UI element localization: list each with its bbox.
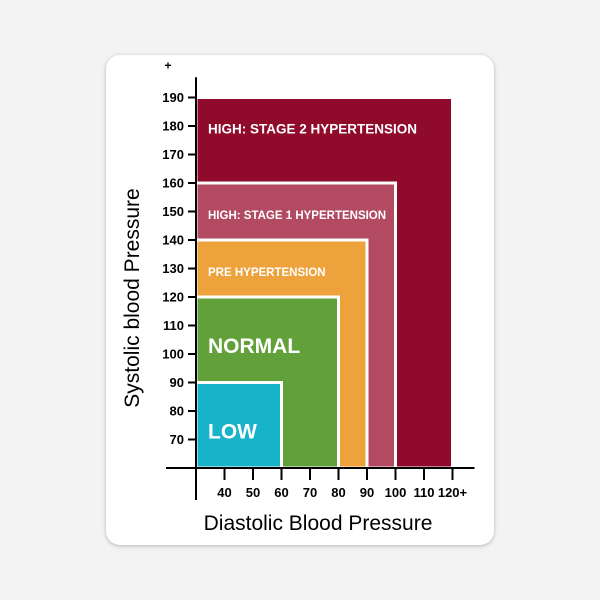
y-tick-label: 170 — [162, 147, 184, 162]
y-tick-label: 70 — [170, 432, 184, 447]
x-tick-label: 120+ — [438, 485, 468, 500]
y-tick-label: 130 — [162, 261, 184, 276]
x-tick-label: 40 — [217, 485, 231, 500]
y-tick-label: 80 — [170, 404, 184, 419]
y-tick-label: 110 — [163, 318, 184, 333]
chart-card: HIGH: STAGE 2 HYPERTENSION HIGH: STAGE 1 … — [106, 55, 494, 545]
x-tick-label: 70 — [303, 485, 317, 500]
y-tick-label: 100 — [162, 347, 184, 362]
zone-label-normal: NORMAL — [208, 335, 300, 358]
ticks-layer: 70 80 90 100 110 120 130 140 150 160 170 180 190 40 50… — [162, 90, 467, 500]
y-tick-label: 180 — [162, 119, 184, 134]
zone-label-high-stage-1-hypertension: HIGH: STAGE 1 HYPERTENSION — [208, 210, 386, 222]
y-tick-label: 160 — [162, 176, 184, 191]
blood-pressure-chart: HIGH: STAGE 2 HYPERTENSION HIGH: STAGE 1 … — [121, 58, 475, 535]
x-tick-label: 100 — [385, 485, 407, 500]
y-tick-label: 150 — [162, 204, 184, 219]
y-axis-top-label: + — [164, 58, 171, 72]
y-tick-label: 90 — [170, 375, 184, 390]
x-tick-label: 90 — [360, 485, 374, 500]
y-tick-label: 190 — [162, 90, 184, 105]
y-tick-label: 140 — [162, 233, 184, 248]
y-axis-title: Systolic blood Pressure — [121, 188, 144, 407]
x-axis-title: Diastolic Blood Pressure — [204, 512, 433, 535]
zone-label-low: LOW — [208, 421, 257, 444]
zone-label-high-stage-2-hypertension: HIGH: STAGE 2 HYPERTENSION — [208, 122, 417, 137]
y-tick-label: 120 — [162, 290, 184, 305]
x-tick-label: 60 — [274, 485, 288, 500]
zones-layer: HIGH: STAGE 2 HYPERTENSION HIGH: STAGE 1 … — [194, 96, 454, 470]
zone-label-pre-hypertension: PRE HYPERTENSION — [208, 267, 326, 279]
x-tick-label: 80 — [331, 485, 345, 500]
x-tick-label: 110 — [414, 485, 435, 500]
x-tick-label: 50 — [246, 485, 260, 500]
